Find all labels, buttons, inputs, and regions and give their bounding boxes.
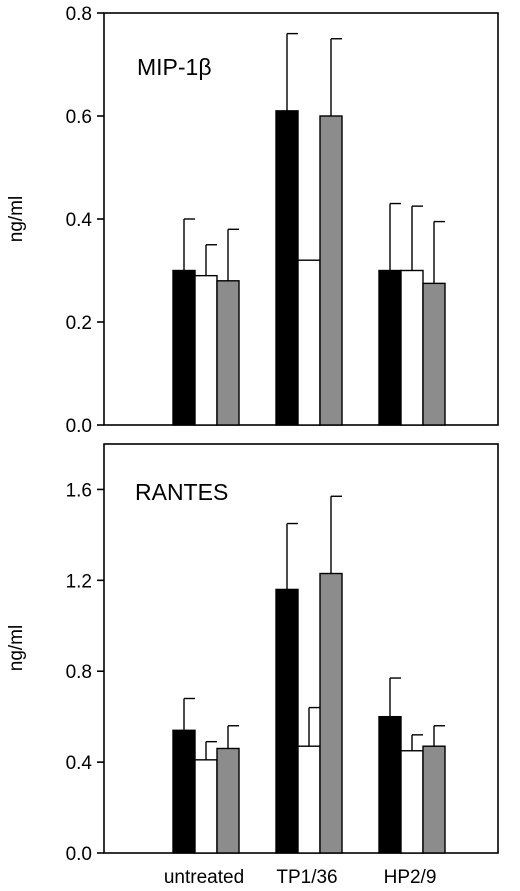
y-axis-label: ng/ml	[6, 625, 27, 671]
y-tick-label: 0.6	[66, 107, 92, 128]
category-label: TP1/36	[276, 867, 337, 888]
y-axis-label: ng/ml	[6, 196, 27, 242]
y-tick-label: 0.4	[66, 210, 93, 231]
category-label: HP2/9	[384, 867, 437, 888]
bar	[216, 280, 240, 426]
panel-title: RANTES	[135, 479, 228, 505]
bar	[422, 745, 446, 854]
bar	[275, 588, 299, 854]
bar	[194, 759, 218, 854]
y-tick-label: 1.2	[66, 571, 92, 592]
bar	[172, 729, 196, 854]
bar	[194, 274, 218, 426]
y-tick-label: 0.8	[66, 662, 92, 683]
bar	[378, 715, 402, 854]
bar	[297, 259, 321, 426]
bar	[400, 750, 424, 854]
mip1b-panel: 0.0 0.2 0.4 0.6 0.8 ng/ml MIP-1β	[6, 4, 499, 437]
bar	[378, 269, 402, 426]
panel-title: MIP-1β	[137, 54, 212, 80]
category-label: untreated	[164, 867, 244, 888]
bar	[422, 282, 446, 426]
y-tick-label: 0.4	[66, 753, 93, 774]
bar	[319, 115, 343, 426]
bar	[216, 747, 240, 854]
bar	[172, 269, 196, 426]
y-tick-label: 0.2	[66, 313, 92, 334]
bar	[275, 110, 299, 426]
rantes-panel: 0.0 0.4 0.8 1.2 1.6 ng/ml RANTES	[6, 443, 499, 865]
bar	[400, 269, 424, 426]
y-tick-label: 0.0	[66, 416, 92, 437]
y-tick-label: 0.0	[66, 844, 92, 865]
y-tick-label: 0.8	[66, 4, 92, 25]
bar	[319, 572, 343, 854]
y-tick-label: 1.6	[66, 480, 92, 501]
category-axis: untreated TP1/36 HP2/9	[164, 867, 437, 888]
bar	[297, 745, 321, 854]
